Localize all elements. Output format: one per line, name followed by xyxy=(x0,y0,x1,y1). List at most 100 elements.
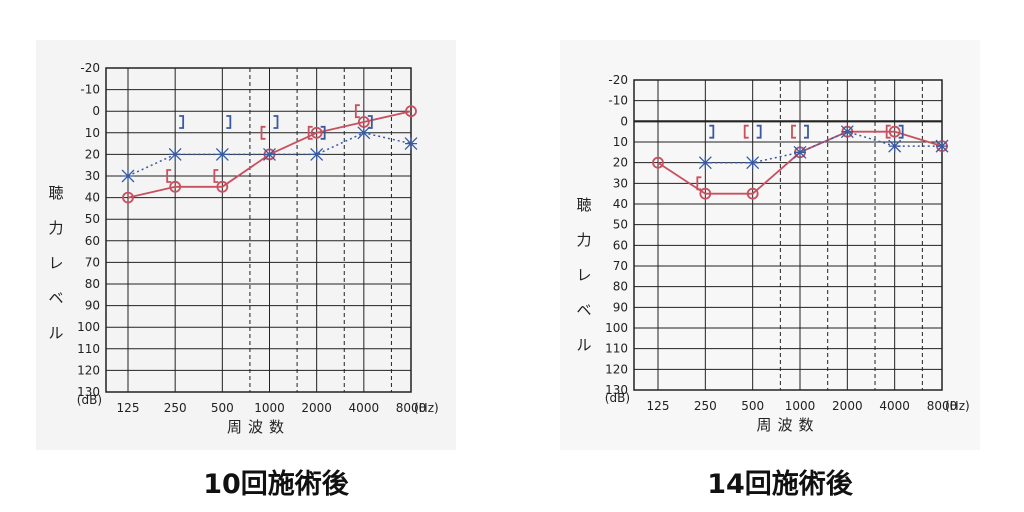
data-point-bracket-right xyxy=(898,124,904,139)
data-point-x xyxy=(404,137,418,151)
audiogram-chart-left: -20 -10 0 10 20 30 40 50 60 70 80 90 100 110 120 130 125… xyxy=(48,61,439,436)
series-bracket-right xyxy=(709,124,904,139)
series-bracket-left xyxy=(696,124,891,191)
data-point-bracket-right xyxy=(756,124,762,139)
x-tick-label: 8000 xyxy=(927,399,958,413)
data-point-bracket-right xyxy=(804,124,809,139)
y-tick-label: 20 xyxy=(85,147,100,161)
data-point-bracket-left xyxy=(213,169,219,183)
data-point-x xyxy=(888,139,902,153)
y-tick-label: 60 xyxy=(613,238,628,252)
x-axis-title: 周波数 xyxy=(227,418,290,436)
x-axis-title: 周波数 xyxy=(756,416,819,434)
y-tick-label: 110 xyxy=(77,342,100,356)
data-point-x xyxy=(840,125,854,139)
y-axis-title-char: ベ xyxy=(576,301,591,319)
x-tick-label: 1000 xyxy=(785,399,816,413)
y-axis-title-char: ル xyxy=(576,336,591,354)
y-axis-title-char: 力 xyxy=(576,231,591,249)
series-x xyxy=(698,125,949,170)
x-tick-label: 1000 xyxy=(254,401,285,415)
data-point-bracket-right xyxy=(226,115,232,129)
y-tick-label: 0 xyxy=(92,104,100,118)
data-point-x xyxy=(793,145,807,159)
y-tick-label: 120 xyxy=(605,362,628,376)
x-tick-label: 125 xyxy=(647,399,670,413)
data-point-bracket-left xyxy=(307,125,313,140)
series-bracket-left xyxy=(166,104,360,183)
audiogram-chart-right: -20 -10 0 10 20 30 40 50 60 70 80 90 100 110 120 130 125… xyxy=(576,73,970,434)
data-point-circle xyxy=(699,187,712,200)
y-tick-label: 0 xyxy=(620,114,628,128)
y-tick-label: 40 xyxy=(613,197,628,211)
x-tick-label: 250 xyxy=(694,399,717,413)
y-tick-label: 100 xyxy=(77,320,100,334)
y-tick-label: 90 xyxy=(85,299,100,313)
x-tick-label: 4000 xyxy=(349,401,380,415)
audiogram-panel-left: -20 -10 0 10 20 30 40 50 60 70 80 90 100 110 120 130 125… xyxy=(36,40,456,450)
data-point-x xyxy=(746,156,760,170)
series-bracket-right xyxy=(179,115,373,140)
caption-right: 14回施術後 xyxy=(707,469,853,500)
y-unit-label: (dB) xyxy=(77,393,102,407)
data-point-x xyxy=(310,147,324,161)
data-point-bracket-left xyxy=(354,104,360,119)
y-axis-title-char: 力 xyxy=(48,219,63,237)
data-point-bracket-left xyxy=(260,125,266,140)
data-point-bracket-right xyxy=(273,115,279,129)
x-tick-label: 500 xyxy=(211,401,234,415)
data-point-circle xyxy=(216,180,229,193)
data-point-x xyxy=(215,147,229,161)
x-tick-label: 125 xyxy=(117,401,140,415)
y-tick-label: 30 xyxy=(85,169,100,183)
y-tick-label: -20 xyxy=(80,61,100,75)
y-tick-label: 130 xyxy=(77,385,100,399)
data-point-x xyxy=(357,126,371,140)
x-tick-label: 250 xyxy=(164,401,187,415)
data-point-circle xyxy=(169,180,182,193)
y-axis-title-char: ベ xyxy=(48,289,63,307)
x-tick-label: 500 xyxy=(741,399,764,413)
plot-frame xyxy=(633,79,943,391)
data-point-x xyxy=(263,147,276,161)
data-point-bracket-left xyxy=(166,169,172,183)
y-tick-label: 10 xyxy=(85,126,100,140)
plot-frame xyxy=(105,67,412,393)
x-unit-label: (Hz) xyxy=(414,401,439,415)
y-tick-label: 70 xyxy=(613,259,628,273)
data-point-x xyxy=(121,169,135,183)
y-tick-label: 40 xyxy=(85,191,100,205)
data-point-bracket-right xyxy=(320,125,326,140)
y-axis-title-char: ル xyxy=(48,324,63,342)
y-tick-label: 130 xyxy=(605,383,628,397)
series-x xyxy=(121,126,418,183)
data-point-bracket-right xyxy=(367,115,373,129)
y-tick-label: 80 xyxy=(613,280,628,294)
data-point-bracket-right xyxy=(179,115,185,129)
x-unit-label: (Hz) xyxy=(945,399,970,413)
y-tick-label: 120 xyxy=(77,363,100,377)
grid xyxy=(105,67,412,393)
y-tick-label: 60 xyxy=(85,234,100,248)
y-tick-label: -10 xyxy=(608,94,628,108)
caption-left: 10回施術後 xyxy=(203,469,349,500)
series-line xyxy=(705,130,942,164)
y-axis-title-char: レ xyxy=(48,254,63,272)
data-point-bracket-right xyxy=(709,124,715,139)
y-tick-label: 100 xyxy=(605,321,628,335)
data-point-circle xyxy=(405,105,417,118)
x-tick-label: 2000 xyxy=(301,401,332,415)
audiogram-panel-right: -20 -10 0 10 20 30 40 50 60 70 80 90 100 110 120 130 125… xyxy=(560,40,980,450)
y-tick-label: 80 xyxy=(85,277,100,291)
y-axis-title-char: 聴 xyxy=(576,196,591,214)
y-tick-label: 50 xyxy=(613,218,628,232)
grid xyxy=(633,79,943,391)
y-tick-label: -10 xyxy=(80,83,100,97)
y-tick-label: 70 xyxy=(85,255,100,269)
data-point-bracket-left xyxy=(696,176,702,191)
data-point-bracket-left xyxy=(791,124,796,139)
data-point-circle xyxy=(310,126,323,139)
data-point-circle xyxy=(652,156,664,169)
data-point-bracket-left xyxy=(743,124,749,139)
data-point-circle xyxy=(746,187,759,200)
